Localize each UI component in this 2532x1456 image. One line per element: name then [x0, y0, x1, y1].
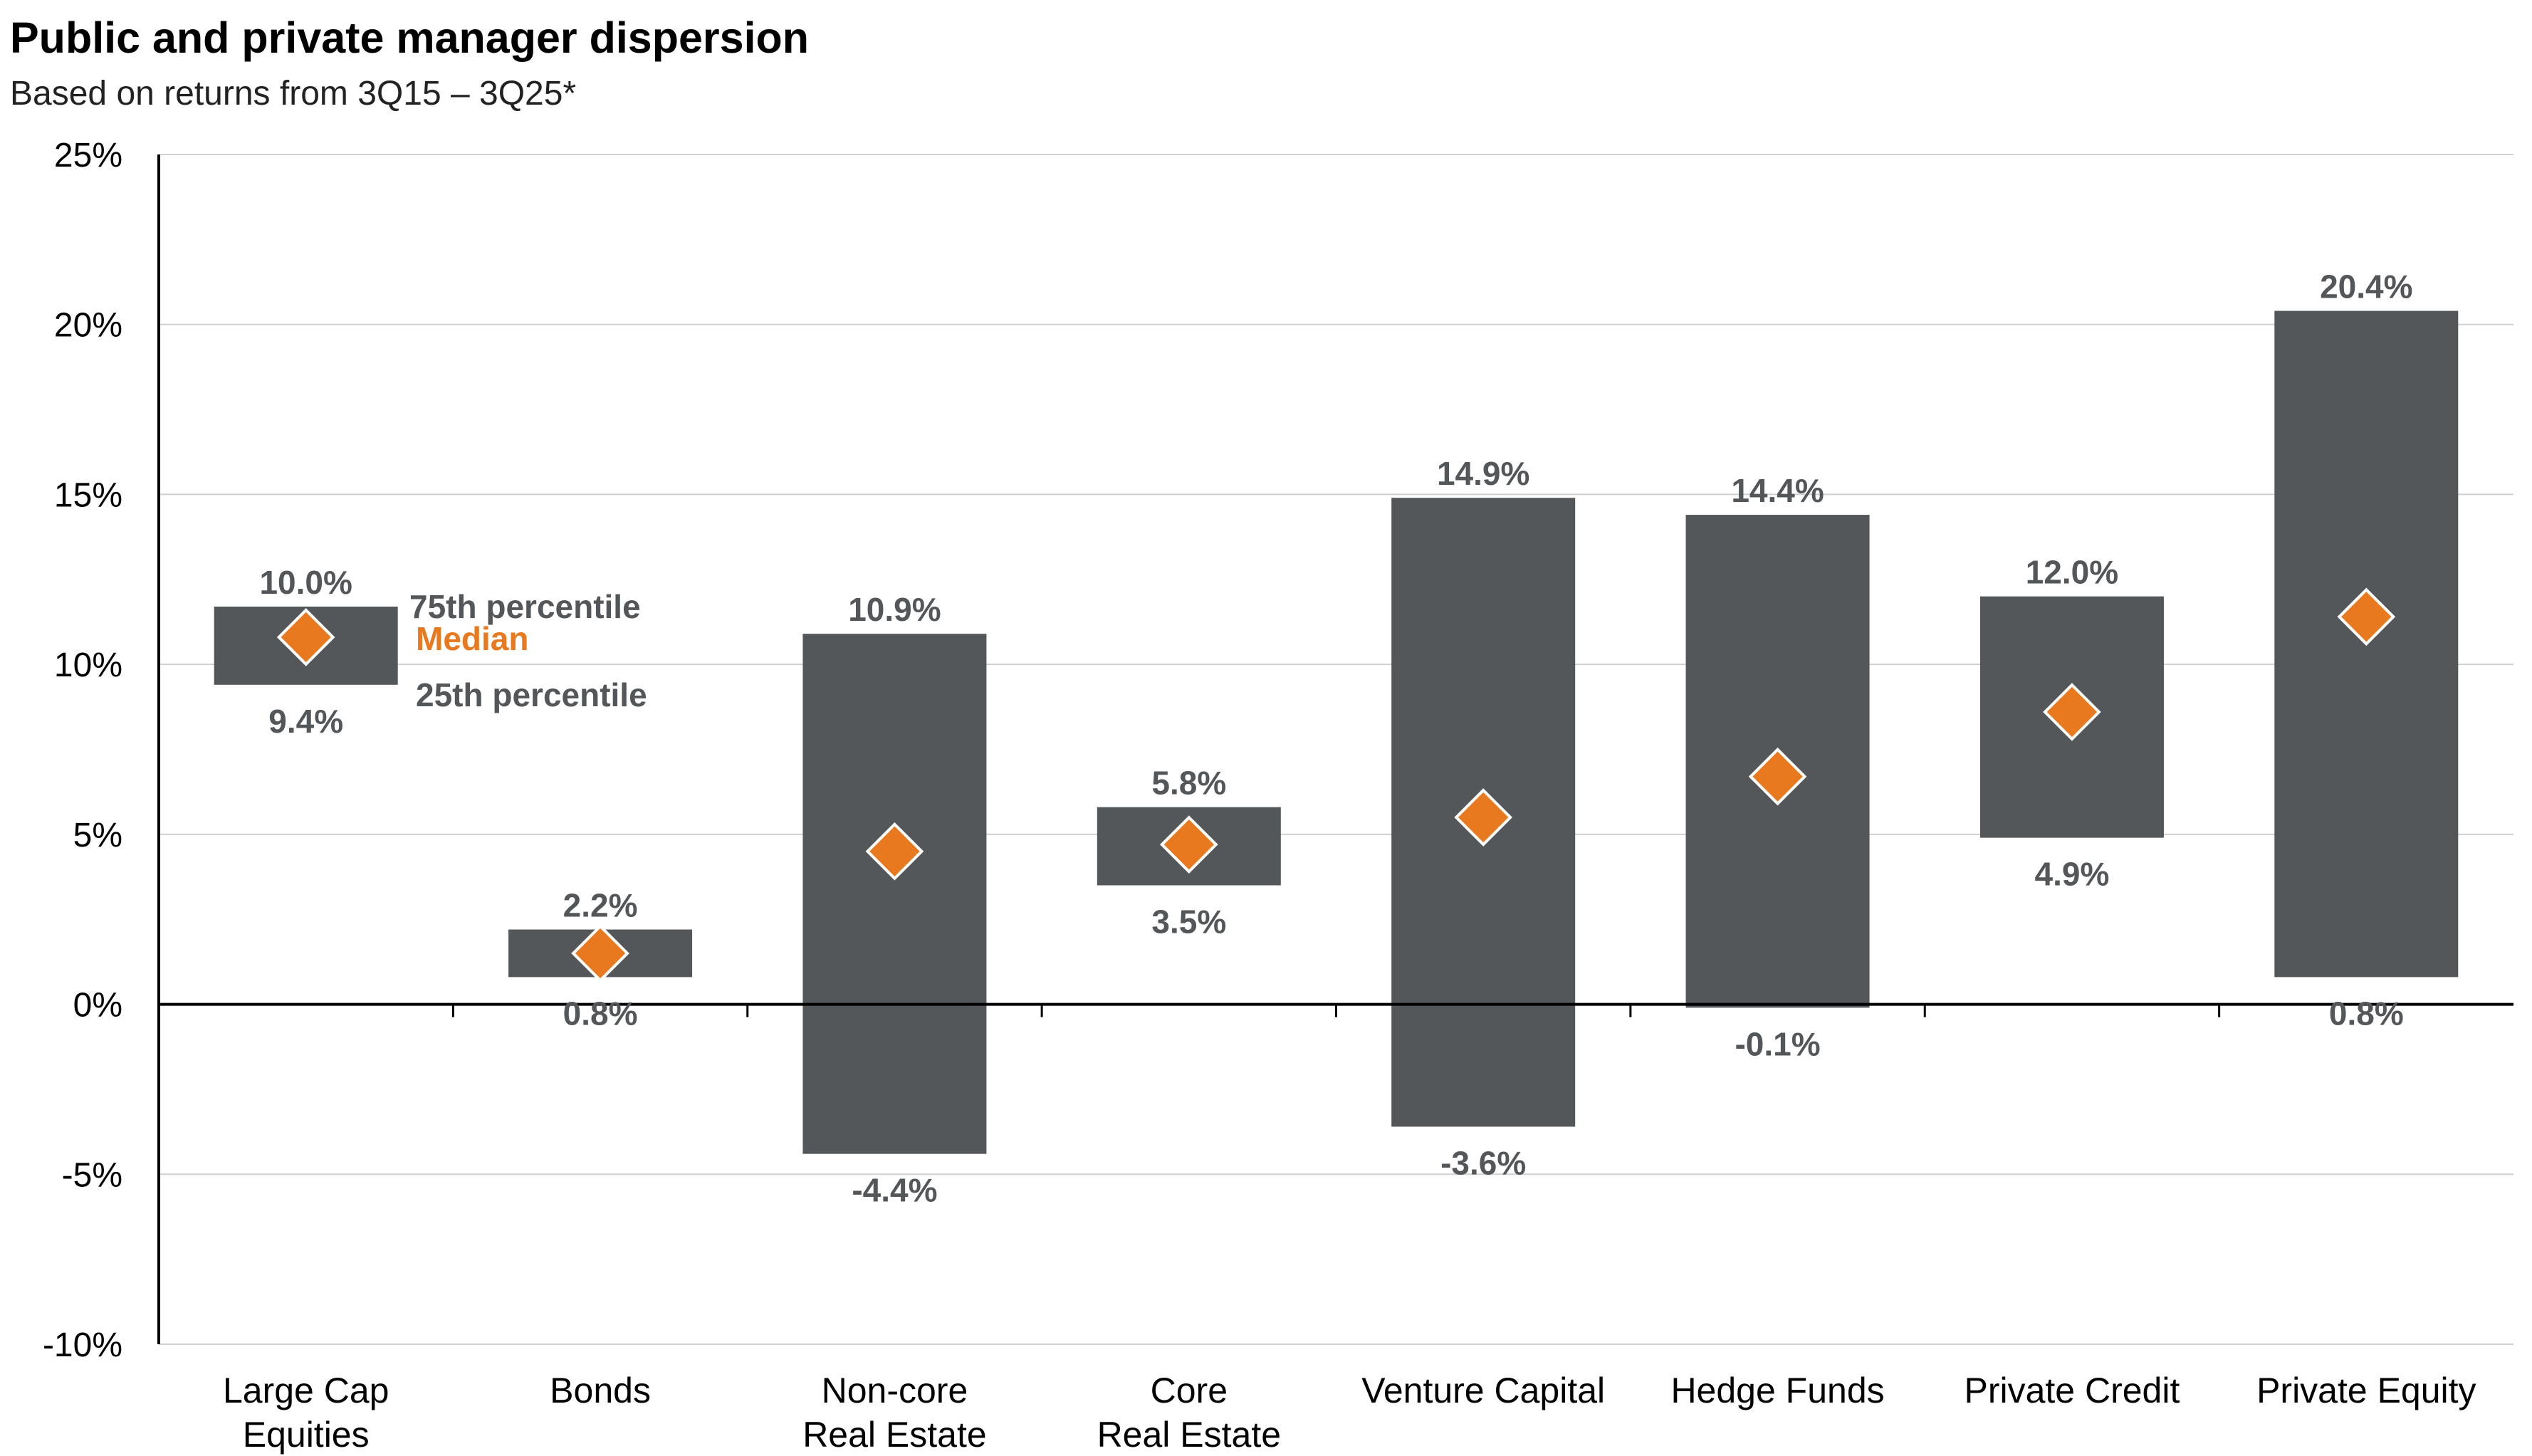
- median-marker: [276, 608, 335, 666]
- y-tick-label: -5%: [62, 1156, 122, 1194]
- y-tick-label: 10%: [54, 646, 122, 684]
- median-marker: [865, 822, 924, 881]
- p25-data-label: -0.1%: [1735, 1025, 1820, 1062]
- category-label: Equities: [243, 1415, 370, 1455]
- legend-median-label: Median: [416, 620, 528, 657]
- y-tick-label: 0%: [73, 987, 122, 1025]
- chart-subtitle: Based on returns from 3Q15 – 3Q25*: [10, 75, 577, 112]
- median-marker: [1748, 747, 1807, 806]
- y-tick-label: 5%: [73, 817, 122, 854]
- category-label: Bonds: [550, 1371, 651, 1410]
- p25-data-label: 3.5%: [1151, 903, 1226, 940]
- y-tick-label: -10%: [43, 1326, 122, 1364]
- category-label: Large Cap: [223, 1371, 389, 1410]
- p75-data-label: 14.4%: [1731, 472, 1824, 509]
- p75-data-label: 14.9%: [1437, 455, 1529, 492]
- median-marker: [1159, 815, 1218, 874]
- category-label: Private Credit: [1964, 1371, 2180, 1410]
- category-label: Non-core: [822, 1371, 968, 1410]
- legend-p75-label: 75th percentile: [409, 588, 641, 625]
- category-label: Hedge Funds: [1670, 1371, 1884, 1410]
- p25-data-label: 4.9%: [2035, 856, 2110, 893]
- p75-data-label: 10.9%: [848, 591, 941, 628]
- category-label: Real Estate: [802, 1415, 986, 1455]
- p75-data-label: 10.0%: [259, 564, 352, 601]
- median-marker: [2337, 587, 2396, 646]
- dispersion-bar: [802, 634, 987, 1154]
- y-tick-label: 20%: [54, 307, 122, 345]
- y-tick-label: 25%: [54, 137, 122, 174]
- p75-data-label: 12.0%: [2026, 554, 2118, 591]
- median-marker: [1454, 788, 1513, 847]
- p25-data-label: 9.4%: [268, 703, 343, 740]
- category-label: Private Equity: [2256, 1371, 2476, 1410]
- p75-data-label: 20.4%: [2320, 268, 2412, 305]
- category-label: Core: [1151, 1371, 1228, 1410]
- median-marker: [2043, 683, 2101, 741]
- y-tick-label: 15%: [54, 476, 122, 514]
- p25-data-label: 0.8%: [563, 995, 638, 1032]
- p25-data-label: -3.6%: [1440, 1144, 1526, 1181]
- p25-data-label: -4.4%: [852, 1172, 937, 1209]
- median-marker: [571, 924, 629, 983]
- p25-data-label: 0.8%: [2329, 995, 2404, 1032]
- legend-p25-label: 25th percentile: [416, 676, 647, 713]
- p75-data-label: 5.8%: [1151, 765, 1226, 802]
- p75-data-label: 2.2%: [563, 887, 638, 924]
- category-label: Venture Capital: [1361, 1371, 1605, 1410]
- category-label: Real Estate: [1097, 1415, 1281, 1455]
- chart-title: Public and private manager dispersion: [10, 14, 810, 62]
